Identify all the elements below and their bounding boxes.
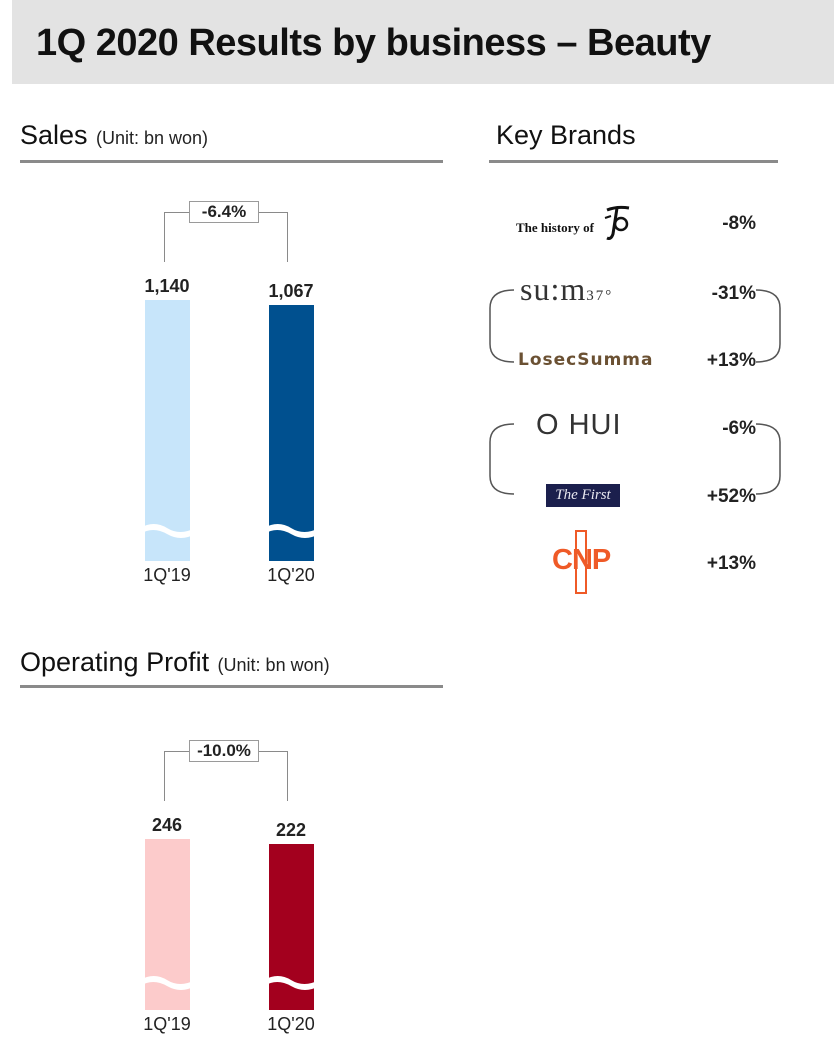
brand-logo-cnp: CNP — [546, 530, 622, 596]
change-label: -6.4% — [189, 201, 259, 223]
category-label: 1Q'19 — [143, 1014, 191, 1034]
key-brands-heading: Key Brands — [496, 120, 636, 151]
brand-logo-text: The history of — [516, 220, 594, 235]
brand-change: +52% — [706, 486, 756, 507]
sales-unit: (Unit: bn won) — [96, 128, 209, 148]
brand-logo-text: The First — [555, 487, 611, 503]
category-label: 1Q'19 — [143, 565, 191, 585]
axis-break-mark — [264, 976, 319, 990]
bar-value-label: 246 — [151, 815, 183, 835]
brand-logo-whoo: The history of — [516, 204, 635, 246]
brand-logo-the-first: The First — [546, 484, 620, 507]
bar-1q19 — [145, 300, 190, 561]
key-brands-divider — [489, 160, 778, 163]
category-label: 1Q'20 — [267, 565, 315, 585]
brand-logo-subtext: 37° — [586, 288, 614, 304]
sales-heading: Sales (Unit: bn won) — [20, 120, 208, 151]
brand-logo-losecsumma: LosecSumma — [518, 350, 654, 370]
bar-value-label: 1,140 — [144, 276, 190, 296]
sales-divider — [20, 160, 443, 163]
group-brace-right — [755, 289, 781, 363]
brand-logo-ohui: O HUI — [536, 409, 622, 441]
group-brace-right — [755, 423, 781, 495]
change-label: -10.0% — [189, 740, 259, 762]
brand-logo-text: su:m — [520, 271, 587, 307]
group-brace-left — [489, 423, 515, 495]
whoo-calligraphy-icon — [604, 205, 630, 240]
cnp-logo-mark — [575, 530, 587, 594]
category-label: 1Q'20 — [267, 1014, 315, 1034]
axis-break-mark — [264, 524, 319, 538]
title-bar: 1Q 2020 Results by business – Beauty — [12, 0, 834, 84]
key-brands-title: Key Brands — [496, 120, 636, 150]
bar-1q20 — [269, 305, 314, 561]
axis-break-mark — [140, 524, 195, 538]
bar-value-label: 1,067 — [268, 281, 314, 301]
operating-profit-heading: Operating Profit (Unit: bn won) — [20, 647, 330, 678]
brand-change: -8% — [722, 213, 756, 234]
brand-change: +13% — [706, 553, 756, 574]
brand-change: +13% — [706, 350, 756, 371]
operating-profit-title: Operating Profit — [20, 647, 210, 677]
brand-logo-sum37: su:m37° — [520, 271, 613, 308]
axis-break-mark — [140, 976, 195, 990]
brand-change: -6% — [722, 418, 756, 439]
brand-logo-text: CNP — [552, 544, 611, 576]
sales-title: Sales — [20, 120, 88, 150]
group-brace-left — [489, 289, 515, 363]
operating-profit-divider — [20, 685, 443, 688]
brand-change: -31% — [711, 283, 756, 304]
page-title: 1Q 2020 Results by business – Beauty — [36, 22, 711, 64]
operating-profit-unit: (Unit: bn won) — [217, 655, 330, 675]
bar-value-label: 222 — [275, 820, 307, 840]
